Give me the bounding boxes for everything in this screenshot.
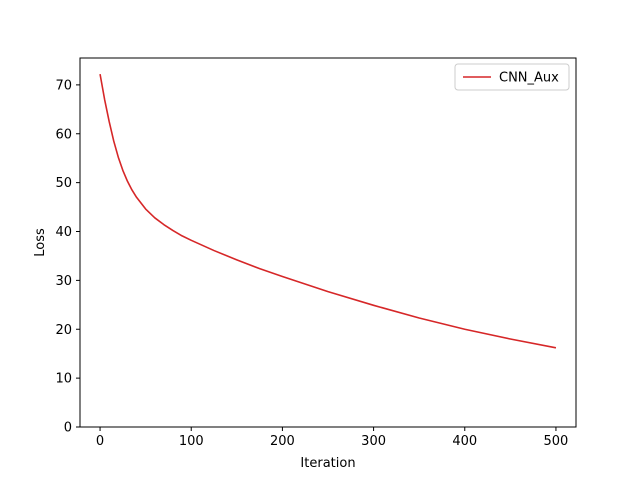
x-tick-label: 400	[452, 434, 477, 449]
x-tick-label: 200	[270, 434, 295, 449]
x-tick-label: 300	[361, 434, 386, 449]
legend-label: CNN_Aux	[499, 71, 559, 86]
y-tick-label: 20	[55, 323, 72, 338]
x-tick-label: 0	[96, 434, 104, 449]
legend-box	[454, 63, 570, 91]
y-axis-label: Loss	[33, 228, 48, 257]
x-tick-label: 100	[179, 434, 204, 449]
x-tick-label: 500	[544, 434, 569, 449]
y-tick-label: 0	[64, 421, 72, 436]
y-tick-label: 40	[55, 225, 72, 240]
x-axis-label: Iteration	[300, 456, 355, 471]
y-tick-label: 60	[55, 127, 72, 142]
y-tick-label: 30	[55, 274, 72, 289]
plot-frame	[79, 57, 577, 428]
y-tick-label: 70	[55, 78, 72, 93]
legend: CNN_Aux	[454, 63, 570, 91]
series-line-cnn-aux	[99, 73, 557, 349]
y-tick-label: 10	[55, 372, 72, 387]
y-tick-label: 50	[55, 176, 72, 191]
